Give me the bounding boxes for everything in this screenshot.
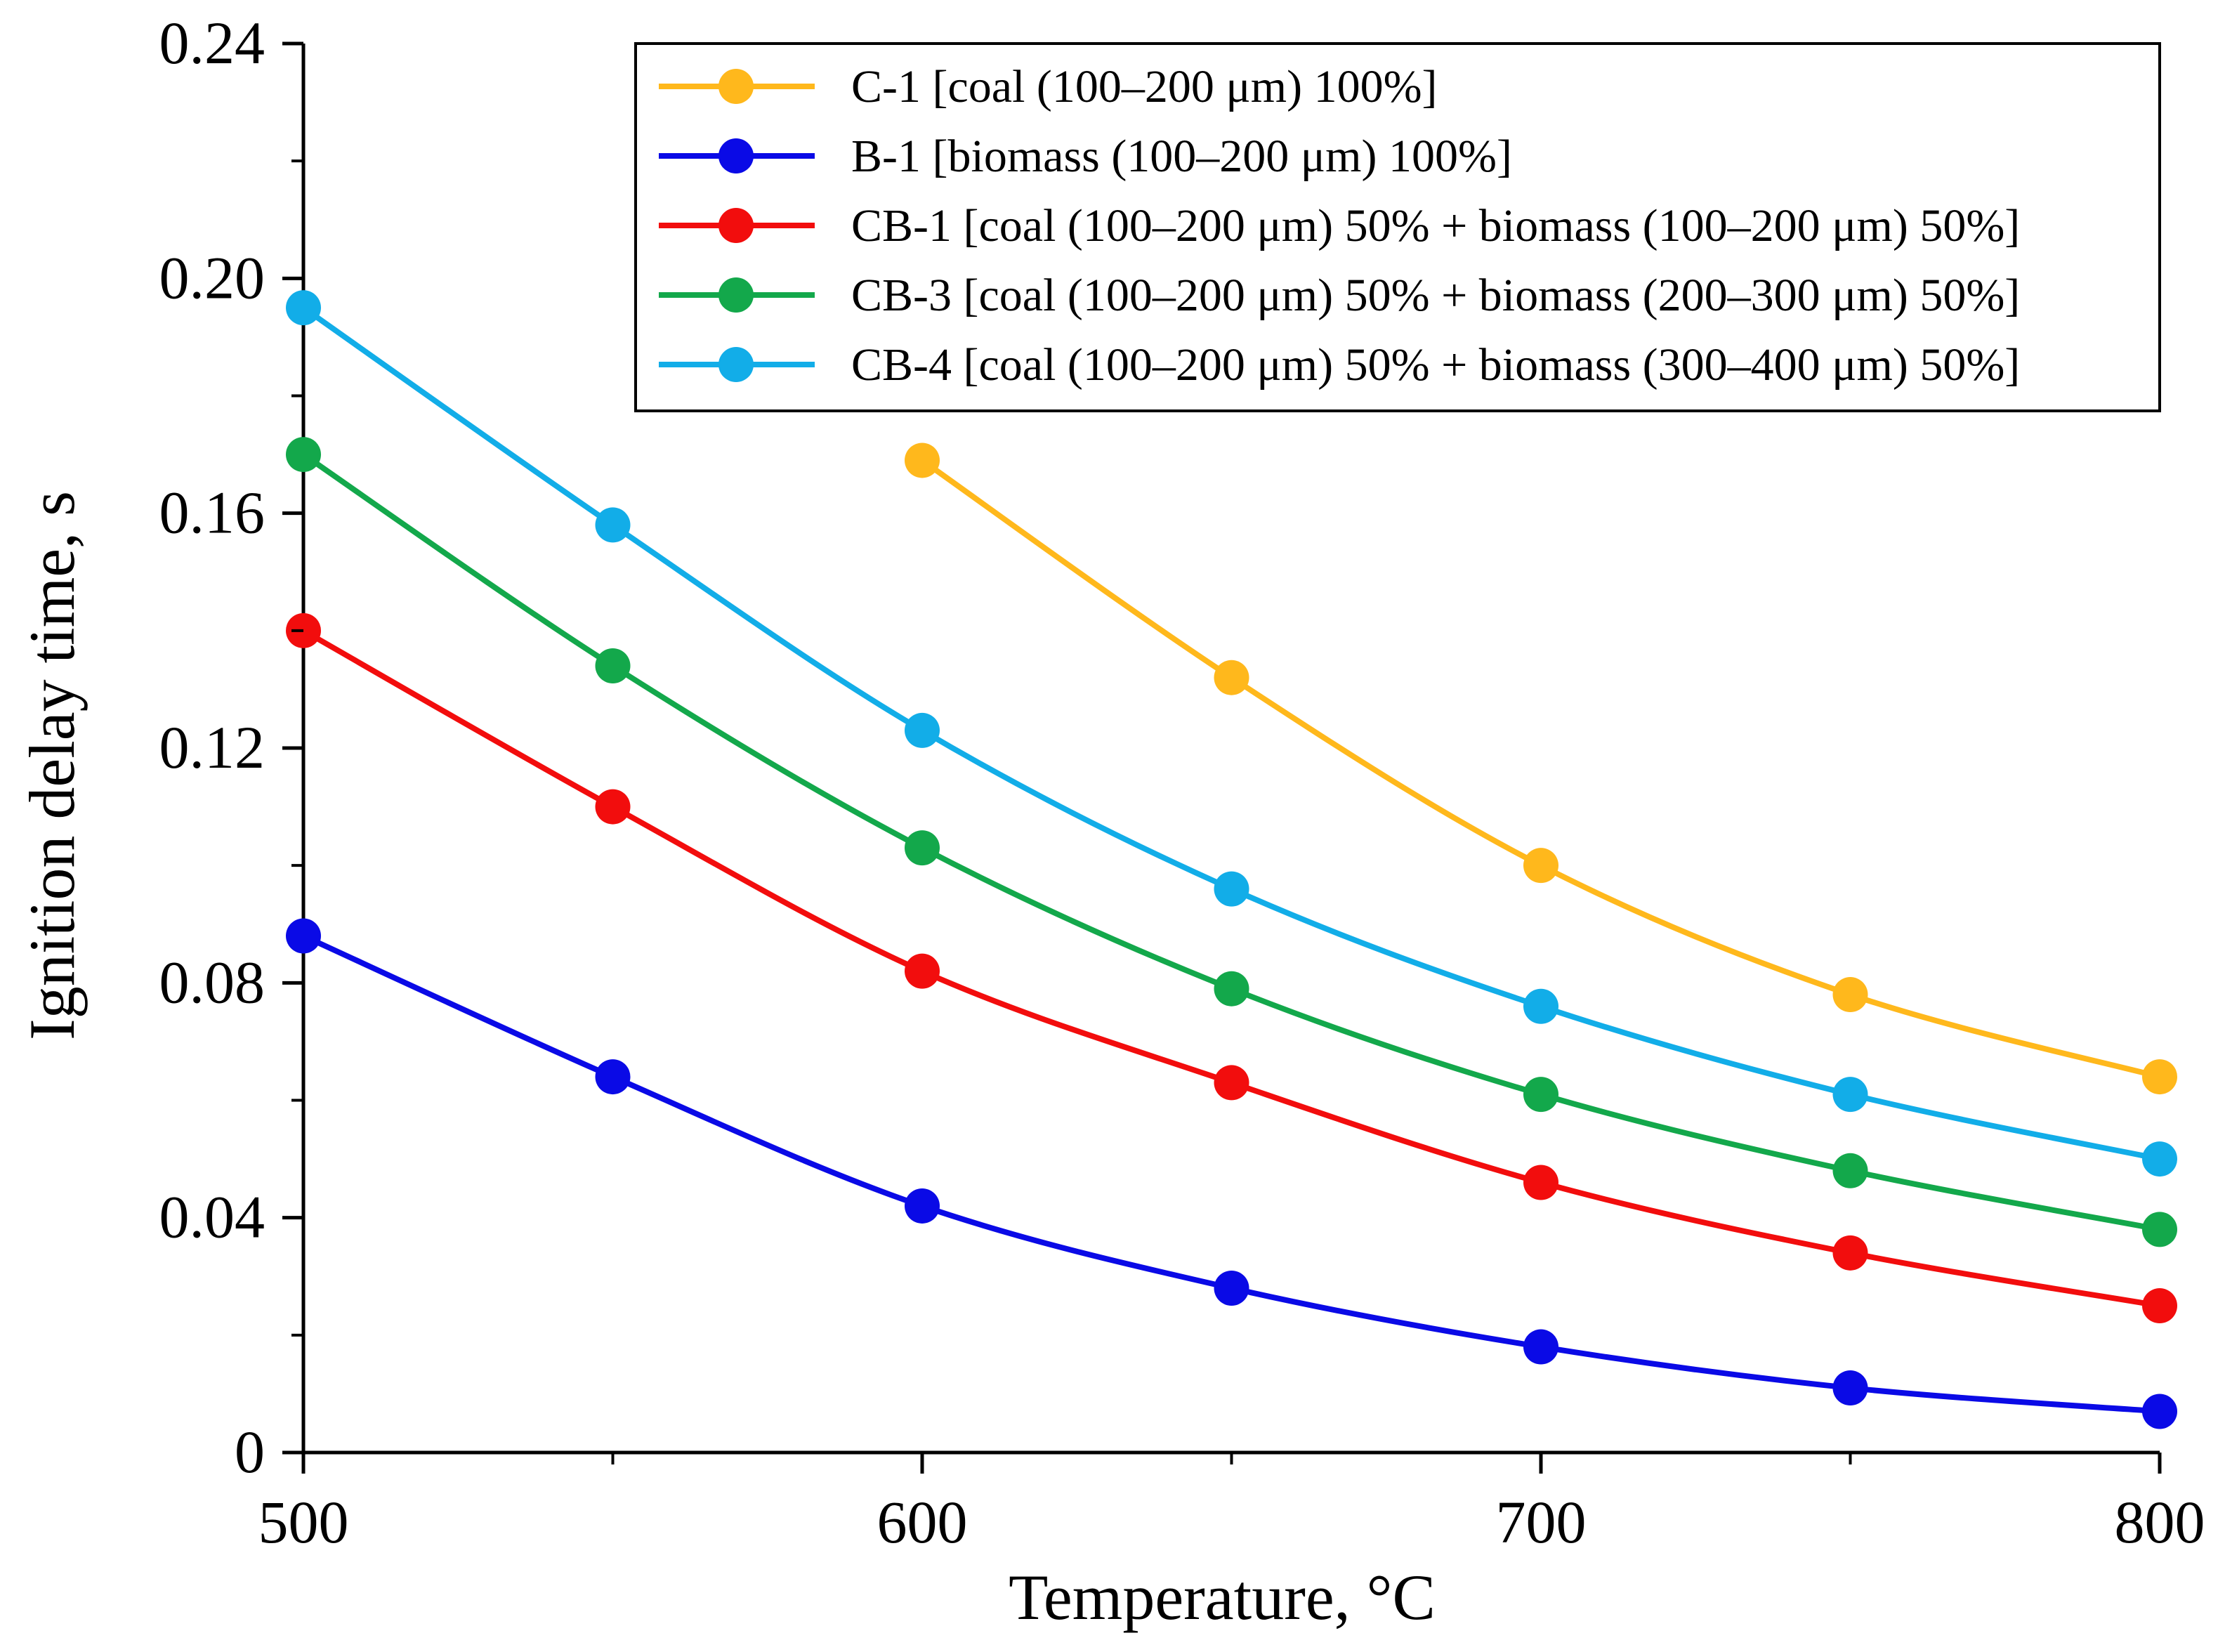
legend-label: B-1 [biomass (100–200 μm) 100%] bbox=[851, 131, 1512, 182]
data-point bbox=[2142, 1394, 2177, 1429]
x-tick-label: 500 bbox=[258, 1488, 349, 1556]
y-tick-label: 0 bbox=[235, 1418, 265, 1486]
y-tick-label: 0.24 bbox=[159, 9, 265, 77]
legend-label: CB-4 [coal (100–200 μm) 50% + biomass (3… bbox=[851, 339, 2020, 391]
data-point bbox=[1832, 1370, 1868, 1406]
legend-label: C-1 [coal (100–200 μm) 100%] bbox=[851, 61, 1438, 112]
data-point bbox=[1214, 660, 1249, 695]
data-point bbox=[1214, 1270, 1249, 1306]
data-point bbox=[2142, 1212, 2177, 1247]
series-line bbox=[301, 305, 2162, 1162]
data-point bbox=[905, 442, 940, 478]
data-point bbox=[1523, 988, 1558, 1024]
series-3 bbox=[286, 612, 2177, 1324]
series-line bbox=[301, 452, 2162, 1233]
y-axis-title: Ignition delay time, s bbox=[16, 491, 88, 1040]
data-point bbox=[595, 1059, 631, 1095]
data-point bbox=[595, 789, 631, 825]
x-tick-label: 600 bbox=[877, 1488, 968, 1556]
legend: C-1 [coal (100–200 μm) 100%] B-1 [biomass… bbox=[634, 42, 2161, 412]
data-point bbox=[1214, 971, 1249, 1007]
x-tick-label: 800 bbox=[2115, 1488, 2205, 1556]
series-2 bbox=[286, 918, 2177, 1429]
data-point bbox=[905, 830, 940, 866]
legend-marker bbox=[718, 208, 754, 243]
data-point bbox=[286, 437, 321, 473]
data-point bbox=[905, 1188, 940, 1224]
data-point bbox=[1523, 848, 1558, 884]
series-line bbox=[301, 627, 2162, 1309]
data-point bbox=[1832, 1077, 1868, 1113]
data-point bbox=[286, 918, 321, 954]
data-point bbox=[1523, 1165, 1558, 1200]
data-point bbox=[2142, 1059, 2177, 1095]
series-1 bbox=[905, 442, 2177, 1095]
legend-marker bbox=[718, 277, 754, 313]
data-point bbox=[905, 953, 940, 989]
x-tick-label: 700 bbox=[1496, 1488, 1587, 1556]
y-tick-label: 0.20 bbox=[159, 244, 265, 311]
data-point bbox=[2142, 1288, 2177, 1324]
y-tick-label: 0.12 bbox=[159, 714, 265, 781]
legend-label: CB-3 [coal (100–200 μm) 50% + biomass (2… bbox=[851, 270, 2020, 321]
y-tick-label: 0.04 bbox=[159, 1184, 265, 1251]
legend-box bbox=[634, 42, 2161, 412]
data-point bbox=[1523, 1077, 1558, 1113]
data-point bbox=[286, 290, 321, 326]
series-5 bbox=[286, 290, 2177, 1177]
legend-marker bbox=[718, 138, 754, 173]
series-4 bbox=[286, 437, 2177, 1247]
data-point bbox=[595, 507, 631, 543]
axes-ticks: 500 600 700 800 0 0.04 0.08 0.12 0.16 0.20 0.24 bbox=[159, 9, 2205, 1556]
series-line bbox=[919, 457, 2162, 1080]
y-tick-label: 0.16 bbox=[159, 479, 265, 546]
data-point bbox=[1832, 1153, 1868, 1188]
data-point bbox=[1214, 871, 1249, 907]
legend-marker bbox=[718, 69, 754, 104]
data-point bbox=[2142, 1141, 2177, 1177]
data-point bbox=[1523, 1329, 1558, 1365]
series-layer bbox=[286, 290, 2177, 1429]
data-point bbox=[905, 712, 940, 748]
legend-label: CB-1 [coal (100–200 μm) 50% + biomass (1… bbox=[851, 200, 2020, 251]
data-point bbox=[1832, 977, 1868, 1013]
data-point bbox=[595, 648, 631, 683]
data-point bbox=[1832, 1235, 1868, 1271]
x-axis-title: Temperature, °C bbox=[1009, 1561, 1436, 1633]
y-tick-label: 0.08 bbox=[159, 948, 265, 1016]
legend-marker bbox=[718, 347, 754, 382]
data-point bbox=[1214, 1065, 1249, 1101]
